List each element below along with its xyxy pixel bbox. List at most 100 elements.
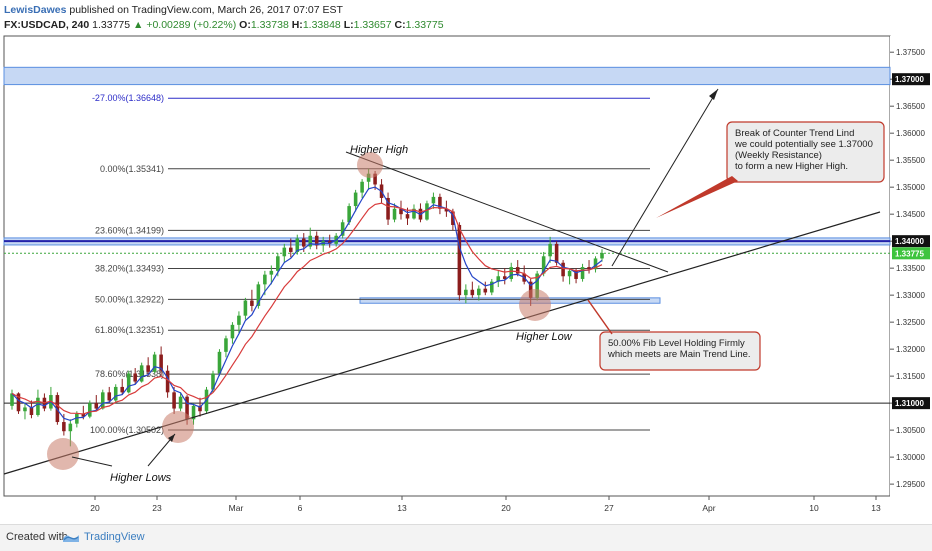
candle-body [340, 222, 345, 236]
pivot-circle-icon [47, 438, 79, 470]
candle-body [574, 270, 578, 279]
candle-body [62, 422, 66, 432]
fib-level-label: 61.80%(1.32351) [95, 325, 164, 335]
candle-body [133, 373, 137, 382]
high-label: H: [291, 19, 303, 31]
last-price: 1.33775 [92, 19, 131, 31]
x-tick-label: 23 [152, 503, 162, 513]
main-trend-line [3, 211, 881, 475]
fib-level-label: 23.60%(1.34199) [95, 225, 164, 235]
candle-body [600, 253, 604, 259]
candle-body [211, 373, 215, 390]
y-tick-label: 1.29500 [896, 480, 925, 489]
candle-body [178, 396, 183, 409]
candle-body [191, 405, 196, 420]
author-link[interactable]: LewisDawes [4, 4, 67, 16]
candle-body [541, 256, 546, 274]
price-level-badge-text: 1.34000 [895, 237, 924, 246]
fib-callout-text: which meets are Main Trend Line. [607, 349, 751, 360]
close-value: 1.33775 [405, 19, 444, 31]
candle-body [301, 238, 306, 247]
current-price-badge [892, 247, 930, 260]
publish-line: LewisDawes published on TradingView.com,… [4, 4, 343, 16]
candle-body [263, 274, 267, 285]
candle-body [561, 262, 565, 277]
candle-body [165, 370, 170, 393]
higher-low-label: Higher Low [516, 331, 573, 343]
symbol-line: FX:USDCAD, 240 1.33775 ▲ +0.00289 (+0.22… [4, 19, 444, 31]
fib-level-label: -27.00%(1.36648) [92, 93, 164, 103]
x-tick-label: 27 [604, 503, 614, 513]
fib-callout-pointer [587, 299, 613, 335]
price-level-badge [892, 235, 930, 248]
candle-body [477, 288, 481, 296]
candle-body [314, 235, 319, 246]
fib-level-label: 38.20%(1.33493) [95, 264, 164, 274]
candle-body [126, 373, 131, 393]
candle-body [438, 196, 442, 209]
candle-body [146, 365, 150, 372]
candle-body [237, 315, 241, 325]
symbol-label: FX:USDCAD, 240 [4, 19, 90, 31]
x-tick-label: 20 [501, 503, 511, 513]
ema-fast-line [11, 186, 603, 422]
candle-body [464, 289, 468, 296]
candle-body [431, 196, 436, 204]
y-tick-label: 1.30000 [896, 453, 925, 462]
price-level-badge [892, 397, 930, 410]
candle-body [567, 270, 572, 277]
counter-trend-line [345, 151, 669, 273]
x-tick-label: 20 [90, 503, 100, 513]
candle-body [36, 397, 40, 416]
candle-body [373, 173, 377, 185]
price-level-badge-text: 1.33775 [895, 249, 924, 258]
candle-body [360, 181, 364, 193]
fib-callout-text: 50.00% Fib Level Holding Firmly [608, 338, 745, 349]
candle-body [217, 351, 222, 374]
plot-frame [3, 35, 891, 497]
candle-body [587, 267, 591, 270]
candle-body [256, 284, 261, 306]
candle-body [386, 197, 390, 220]
candle-body [81, 413, 86, 417]
candle-body [327, 241, 332, 244]
tradingview-link[interactable]: TradingView [84, 531, 145, 543]
y-tick-label: 1.37500 [896, 48, 925, 57]
x-tick-label: 13 [397, 503, 407, 513]
candle-body [399, 208, 403, 215]
fib-level-label: 100.00%(1.30502) [90, 425, 164, 435]
candle-body [276, 256, 280, 271]
candle-body [451, 211, 455, 225]
candle-body [23, 407, 27, 412]
candle-body [289, 247, 293, 252]
candle-body [88, 403, 92, 417]
candle-body [405, 214, 410, 219]
candle-body [489, 281, 494, 293]
candle-body [100, 392, 105, 409]
candle-body [548, 243, 552, 257]
candle-body [502, 276, 507, 279]
high-value: 1.33848 [302, 19, 341, 31]
y-tick-label: 1.36000 [896, 129, 925, 138]
candle-body [392, 208, 397, 220]
candle-body [496, 276, 501, 282]
close-label: C: [394, 19, 406, 31]
tradingview-logo-icon [63, 535, 79, 542]
break-callout-text: Break of Counter Trend Lind [735, 128, 854, 139]
open-label: O: [239, 19, 251, 31]
candle-body [580, 267, 585, 279]
candle-body [282, 247, 287, 257]
higher-high-label: Higher High [350, 144, 408, 156]
candle-body [243, 300, 248, 316]
candle-body [353, 192, 358, 207]
footer-bar: Created with TradingView [0, 524, 932, 551]
break-callout-text: (Weekly Resistance) [735, 150, 822, 161]
candle-body [470, 289, 475, 296]
candle-body [139, 365, 144, 382]
x-tick-label: Apr [702, 503, 715, 513]
price-level-badge [892, 73, 930, 86]
price-chart[interactable]: -27.00%(1.36648) 0.00%(1.35341) 23.60%(1.3… [0, 34, 932, 524]
pivot-circle-icon [519, 289, 551, 321]
candle-body [152, 354, 157, 372]
y-tick-label: 1.34500 [896, 210, 925, 219]
